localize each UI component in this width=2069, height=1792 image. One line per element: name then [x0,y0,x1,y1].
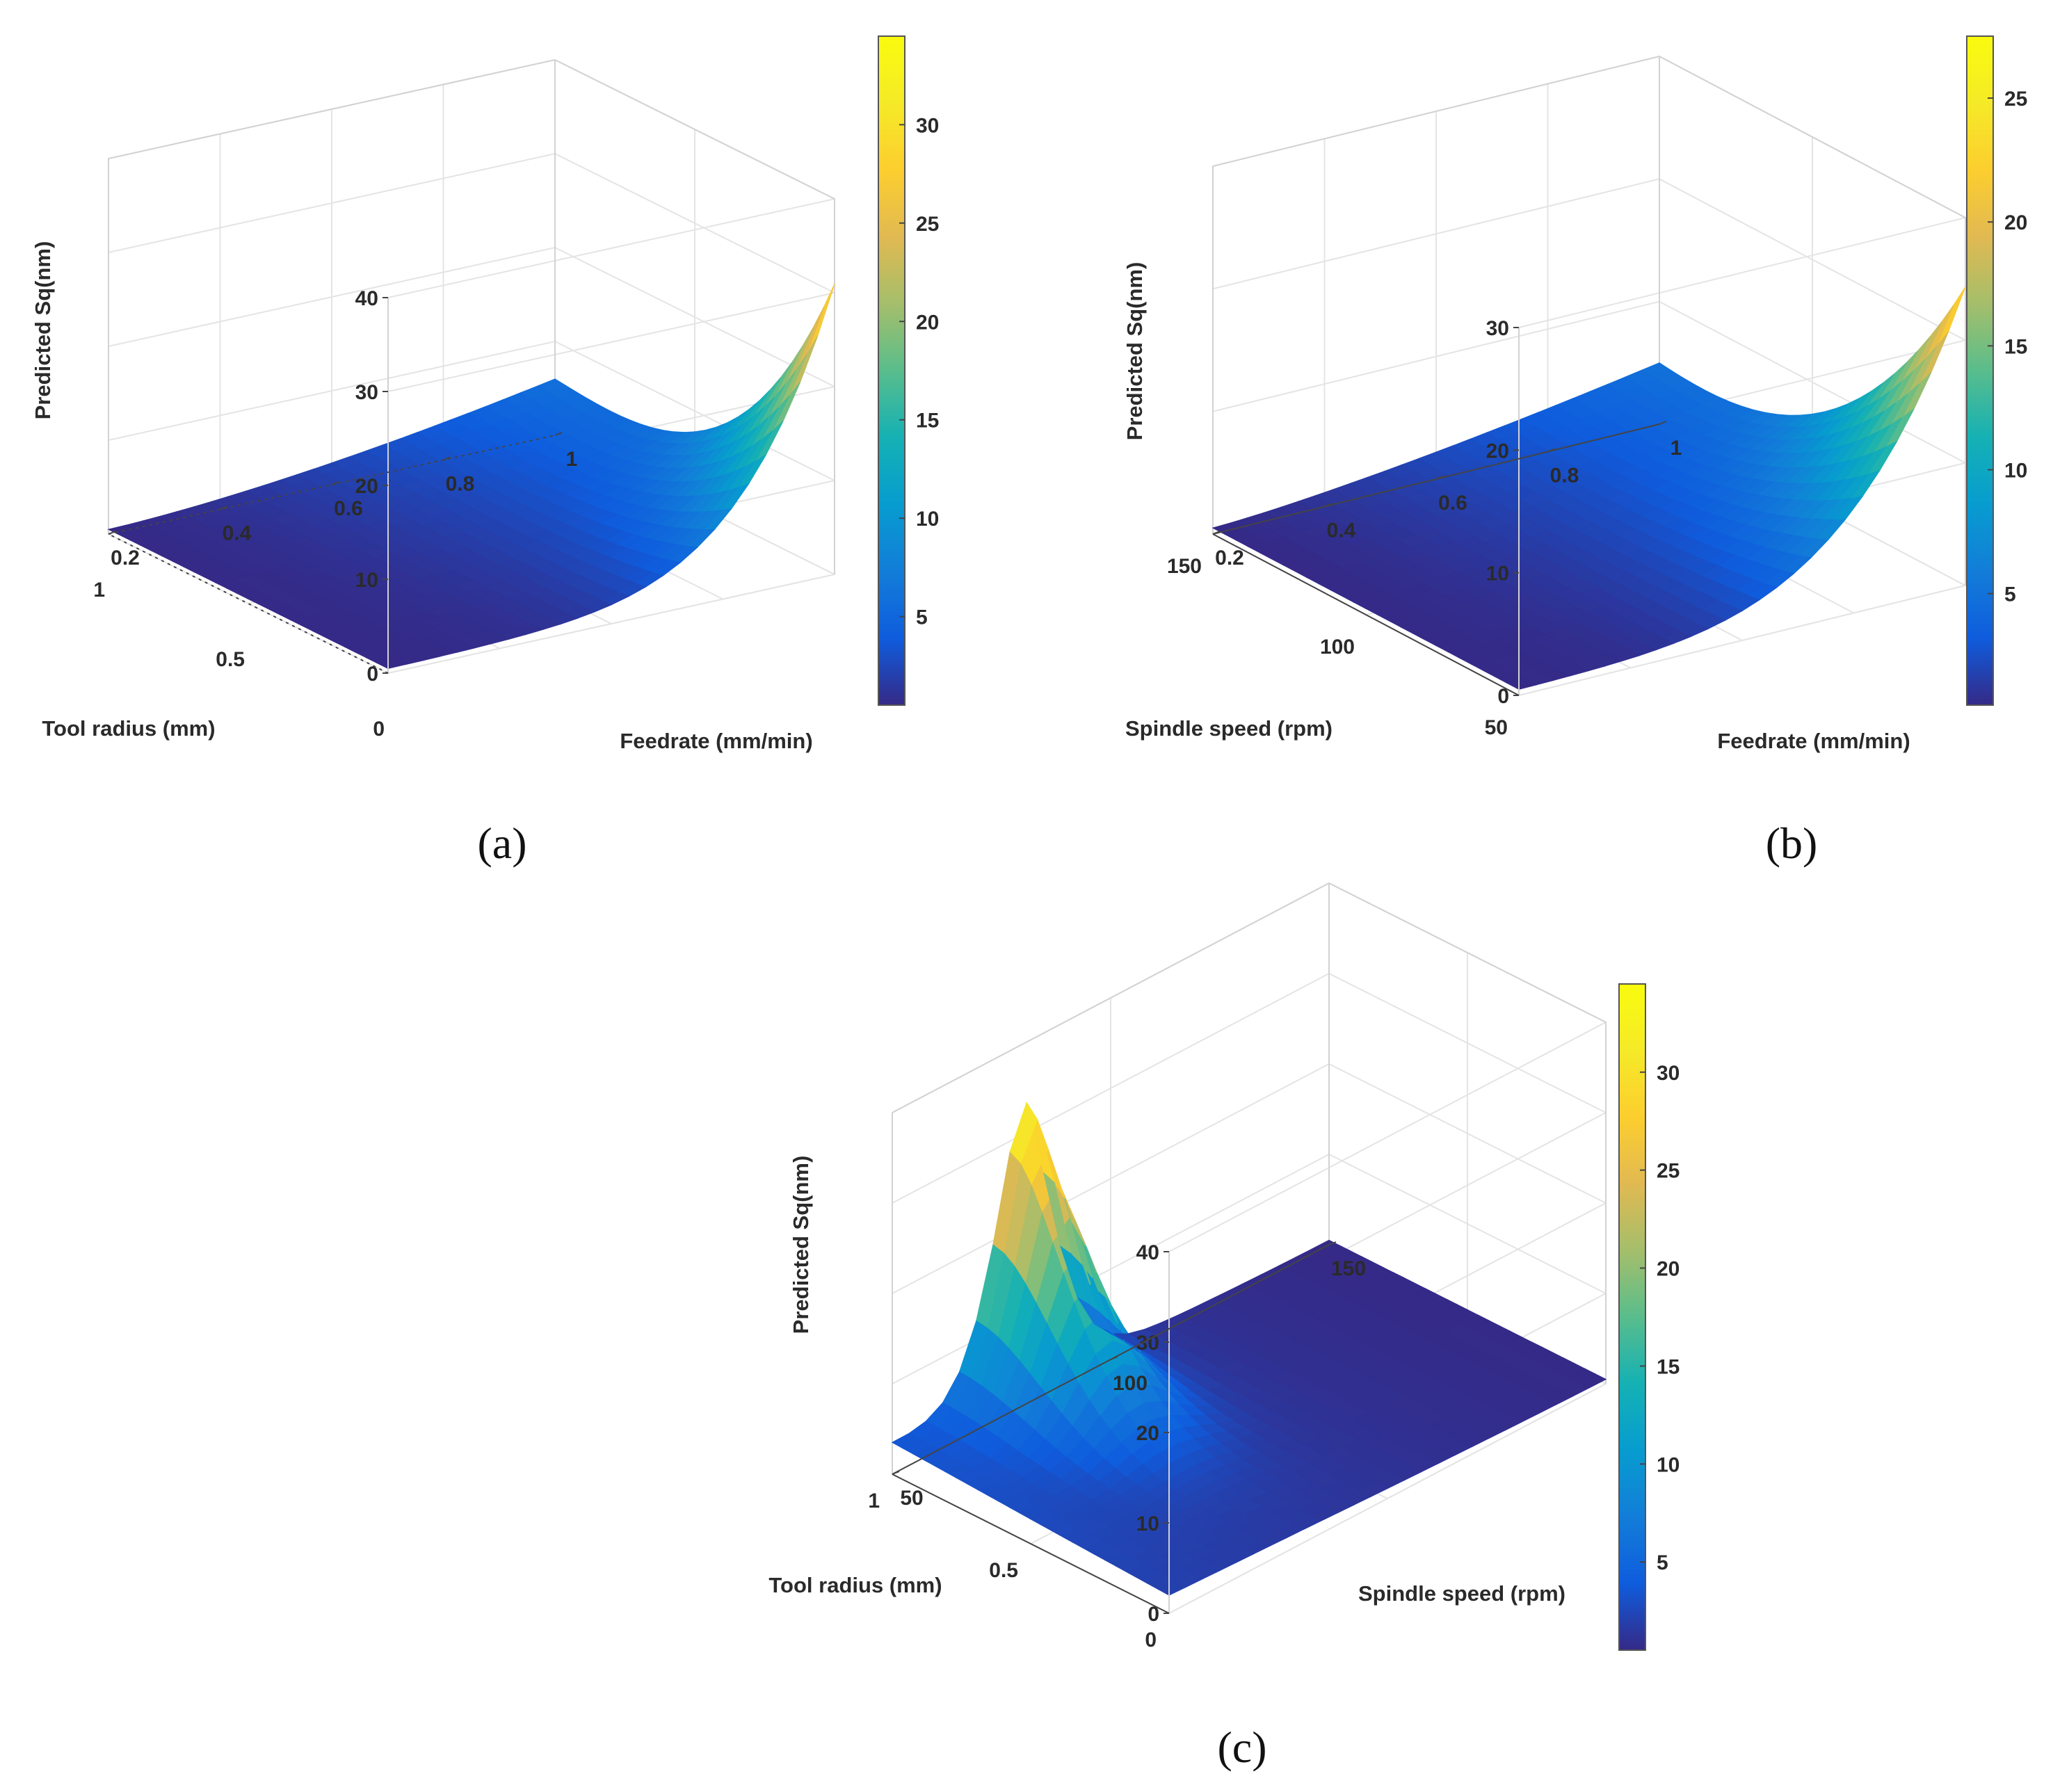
u-tick-label: 0 [1145,1629,1157,1652]
colorbar-tick-label: 25 [916,213,939,236]
v-tick-label: 0.8 [446,473,475,496]
v-tick [1328,1241,1337,1245]
caption-a: (a) [477,818,526,868]
colorbar [878,35,905,706]
v-tick [1659,421,1667,425]
v-axis-label: Spindle speed (rpm) [1358,1581,1565,1606]
v-tick [892,1471,900,1475]
v-tick-label: 0.6 [334,497,363,520]
u-axis-line [1212,533,1520,696]
z-tick-label: 0 [367,663,378,686]
u-tick-label: 100 [1320,636,1355,659]
v-tick-label: 0.6 [1438,492,1467,515]
chart-a: 0 10 20 30 40 0 0.5 1 0.2 0.4 0.6 0.8 1 Predicted Sq(… [31,35,939,753]
colorbar-tick-label: 15 [1657,1355,1680,1378]
gridline [1168,1022,1607,1252]
v-axis-label: Feedrate (mm/min) [620,729,812,753]
v-tick-label: 0.2 [1215,547,1244,570]
gridline [387,198,835,298]
surface [107,284,835,669]
z-axis-label: Predicted Sq(nm) [789,1156,813,1334]
colorbar-tick-label: 25 [1657,1160,1680,1183]
v-tick [331,481,339,485]
colorbar-tick-label: 15 [2004,335,2027,358]
v-tick [1110,1356,1118,1360]
u-tick-label: 150 [1167,555,1202,578]
z-axis-label: Predicted Sq(nm) [31,241,55,420]
caption-b: (b) [1766,818,1818,868]
v-tick [1324,503,1332,508]
colorbar-tick-label: 10 [1657,1453,1680,1476]
v-tick-label: 0.4 [1327,519,1356,542]
v-tick [1547,448,1555,453]
z-tick-label: 40 [1136,1241,1159,1264]
u-axis-label: Spindle speed (rpm) [1125,716,1333,741]
v-tick [554,432,563,436]
surface-patch [1211,522,1243,535]
z-tick-label: 0 [1148,1603,1159,1626]
z-tick-label: 10 [355,569,378,592]
u-axis-label: Tool radius (mm) [42,716,215,741]
u-tick-label: 0.5 [216,648,245,671]
colorbar-tick-label: 30 [1657,1062,1680,1085]
colorbar-tick-label: 30 [916,114,939,137]
z-tick-label: 20 [355,475,378,498]
v-tick-label: 100 [1113,1372,1148,1395]
v-axis-label: Feedrate (mm/min) [1717,729,1910,753]
colorbar-tick-label: 20 [2004,211,2027,234]
colorbar-tick-label: 5 [916,606,928,629]
z-tick-label: 30 [355,381,378,404]
colorbar-tick-label: 25 [2004,88,2027,111]
v-tick-label: 1 [1671,437,1682,460]
v-tick [443,456,451,461]
surface [891,1101,1607,1596]
v-tick-label: 150 [1331,1257,1366,1280]
caption-c: (c) [1217,1722,1266,1772]
colorbar-tick-label: 20 [916,311,939,334]
u-tick-label: 0 [373,718,385,741]
z-tick-label: 30 [1486,317,1509,340]
u-axis-label: Tool radius (mm) [768,1573,942,1597]
z-tick-label: 10 [1486,563,1509,586]
v-tick-label: 1 [566,448,578,471]
v-tick [108,531,116,535]
z-tick-label: 40 [355,287,378,310]
colorbar-tick-label: 15 [916,410,939,433]
colorbar-tick-label: 5 [2004,583,2016,606]
z-axis-label: Predicted Sq(nm) [1122,262,1147,441]
z-tick-label: 10 [1136,1512,1159,1535]
v-tick-label: 0.2 [111,547,140,570]
z-tick-label: 0 [1497,685,1509,708]
v-tick-label: 50 [900,1487,923,1510]
colorbar-tick-label: 10 [2004,460,2027,483]
z-tick-label: 20 [1486,439,1509,462]
u-tick-label: 1 [868,1490,880,1512]
v-tick [1435,476,1444,480]
u-axis-line [892,1474,1170,1614]
v-tick-label: 0.8 [1550,465,1579,487]
surface [1211,286,1966,690]
surface-patch [891,1432,921,1449]
v-tick-label: 0.4 [223,522,252,545]
gridline [387,292,835,392]
z-tick-label: 20 [1136,1422,1159,1445]
u-tick-label: 50 [1485,716,1508,739]
v-tick [220,506,227,510]
colorbar [1618,983,1646,1651]
u-tick-label: 0.5 [989,1559,1018,1582]
colorbar-tick-label: 20 [1657,1258,1680,1281]
v-tick [1212,531,1221,535]
colorbar-tick-label: 5 [1657,1551,1668,1574]
chart-b: 0 10 20 30 50 100 150 0.2 0.4 0.6 0.8 1 Predicted Sq… [1122,35,2027,753]
u-tick-label: 1 [93,579,105,602]
colorbar-tick-label: 10 [916,508,939,531]
gridline [1518,217,1966,328]
